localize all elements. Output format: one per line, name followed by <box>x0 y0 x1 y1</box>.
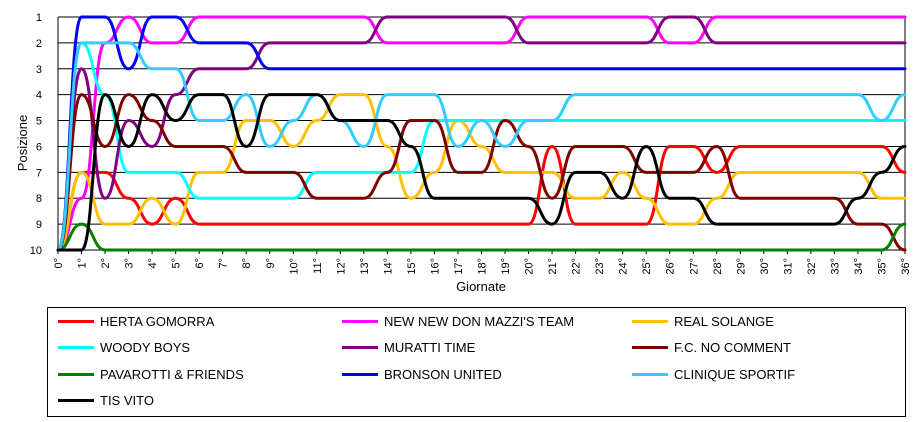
legend-swatch <box>342 319 378 323</box>
x-tick-label: 6° <box>194 258 206 269</box>
x-tick-label: 20° <box>524 258 536 275</box>
x-tick-label: 19° <box>500 258 512 275</box>
chart: 1 2 3 4 5 6 7 8 9 10 0° 1° 2° 3° 4° 5° 6° 7° 8° 9° 10° 11° 12… <box>15 12 912 294</box>
x-tick-label: 11° <box>312 258 324 274</box>
legend-item: TIS VITO <box>58 392 154 408</box>
legend-swatch <box>58 398 94 402</box>
legend: HERTA GOMORRA NEW NEW DON MAZZI'S TEAM REA… <box>47 307 906 417</box>
axes <box>57 17 906 254</box>
x-tick-label: 27° <box>688 258 700 275</box>
y-tick-label: 4 <box>36 90 42 102</box>
legend-label: WOODY BOYS <box>100 339 191 355</box>
series-line-new-new-don-mazzi-s-team <box>56 15 907 252</box>
legend-swatch <box>342 372 378 376</box>
series-line-herta-gomorra <box>56 144 907 252</box>
series-line-real-solange <box>56 93 907 252</box>
legend-item: BRONSON UNITED <box>342 366 502 382</box>
x-tick-label: 35° <box>876 258 888 275</box>
y-tick-label: 9 <box>36 219 42 231</box>
y-tick-label: 2 <box>36 38 42 50</box>
series-line-woody-boys <box>56 41 907 252</box>
x-tick-label: 8° <box>241 258 253 269</box>
series-line-f-c-no-comment <box>56 93 907 252</box>
series-lines <box>56 15 907 252</box>
x-tick-label: 1° <box>77 258 89 269</box>
legend-item: WOODY BOYS <box>58 339 190 355</box>
x-tick-label: 28° <box>712 258 724 275</box>
x-tick-label: 36° <box>900 258 912 275</box>
series-line-pavarotti-friends <box>56 222 907 252</box>
x-tick-label: 24° <box>618 258 630 275</box>
legend-label: PAVAROTTI & FRIENDS <box>100 366 244 382</box>
legend-item: REAL SOLANGE <box>632 313 774 329</box>
series-line-bronson-united <box>56 15 907 252</box>
legend-label: F.C. NO COMMENT <box>674 339 791 355</box>
x-tick-label: 9° <box>265 258 277 269</box>
x-tick-labels: 0° 1° 2° 3° 4° 5° 6° 7° 8° 9° 10° 11° 12° 13° 14° 15° 16… <box>53 258 912 275</box>
legend-swatch <box>632 319 668 323</box>
x-tick-label: 25° <box>641 258 653 275</box>
x-axis-title: Giornate <box>456 279 506 294</box>
legend-label: BRONSON UNITED <box>384 366 502 382</box>
legend-item: PAVAROTTI & FRIENDS <box>58 366 244 382</box>
x-tick-label: 14° <box>382 258 394 275</box>
legend-label: CLINIQUE SPORTIF <box>674 366 796 382</box>
x-tick-label: 2° <box>100 258 112 269</box>
x-tick-label: 12° <box>335 258 347 275</box>
legend-label: NEW NEW DON MAZZI'S TEAM <box>384 313 575 329</box>
x-tick-label: 29° <box>735 258 747 275</box>
x-tick-label: 18° <box>477 258 489 275</box>
x-tick-label: 0° <box>53 258 65 269</box>
legend-swatch <box>632 345 668 349</box>
x-tick-label: 21° <box>547 258 559 275</box>
legend-label: MURATTI TIME <box>384 339 476 355</box>
legend-item: MURATTI TIME <box>342 339 475 355</box>
series-line-clinique-sportif <box>56 41 907 252</box>
legend-label: HERTA GOMORRA <box>100 313 215 329</box>
x-tick-label: 16° <box>429 258 441 275</box>
legend-label: REAL SOLANGE <box>674 313 774 329</box>
y-tick-label: 5 <box>36 116 42 128</box>
y-tick-label: 10 <box>30 245 42 257</box>
x-tick-label: 32° <box>806 258 818 275</box>
x-tick-label: 31° <box>782 258 794 275</box>
x-tick-label: 3° <box>124 258 136 269</box>
x-tick-label: 17° <box>453 258 465 275</box>
x-tick-label: 30° <box>759 258 771 275</box>
legend-item: F.C. NO COMMENT <box>632 339 791 355</box>
y-axis-title: Posizione <box>15 115 30 171</box>
legend-swatch <box>58 319 94 323</box>
legend-swatch <box>58 372 94 376</box>
y-tick-label: 7 <box>36 167 42 179</box>
legend-swatch <box>58 345 94 349</box>
gridlines <box>58 16 905 251</box>
legend-item: CLINIQUE SPORTIF <box>632 366 795 382</box>
legend-swatch <box>632 372 668 376</box>
series-line-muratti-time <box>56 15 907 252</box>
y-tick-labels: 1 2 3 4 5 6 7 8 9 10 <box>30 12 42 257</box>
x-tick-label: 7° <box>218 258 230 269</box>
legend-item: HERTA GOMORRA <box>58 313 214 329</box>
x-tick-label: 10° <box>288 258 300 275</box>
x-tick-label: 4° <box>147 258 159 269</box>
legend-swatch <box>342 345 378 349</box>
x-tick-label: 33° <box>829 258 841 275</box>
x-tick-label: 5° <box>171 258 183 269</box>
legend-item: NEW NEW DON MAZZI'S TEAM <box>342 313 574 329</box>
y-tick-label: 1 <box>36 12 42 24</box>
x-tick-label: 15° <box>406 258 418 275</box>
series-line-tis-vito <box>56 93 907 252</box>
x-tick-label: 23° <box>594 258 606 275</box>
legend-label: TIS VITO <box>100 392 154 408</box>
x-tick-label: 13° <box>359 258 371 275</box>
y-tick-label: 6 <box>36 141 42 153</box>
x-tick-label: 22° <box>571 258 583 275</box>
y-tick-label: 8 <box>36 193 42 205</box>
x-tick-label: 26° <box>665 258 677 275</box>
x-tick-label: 34° <box>853 258 865 275</box>
y-tick-label: 3 <box>36 64 42 76</box>
